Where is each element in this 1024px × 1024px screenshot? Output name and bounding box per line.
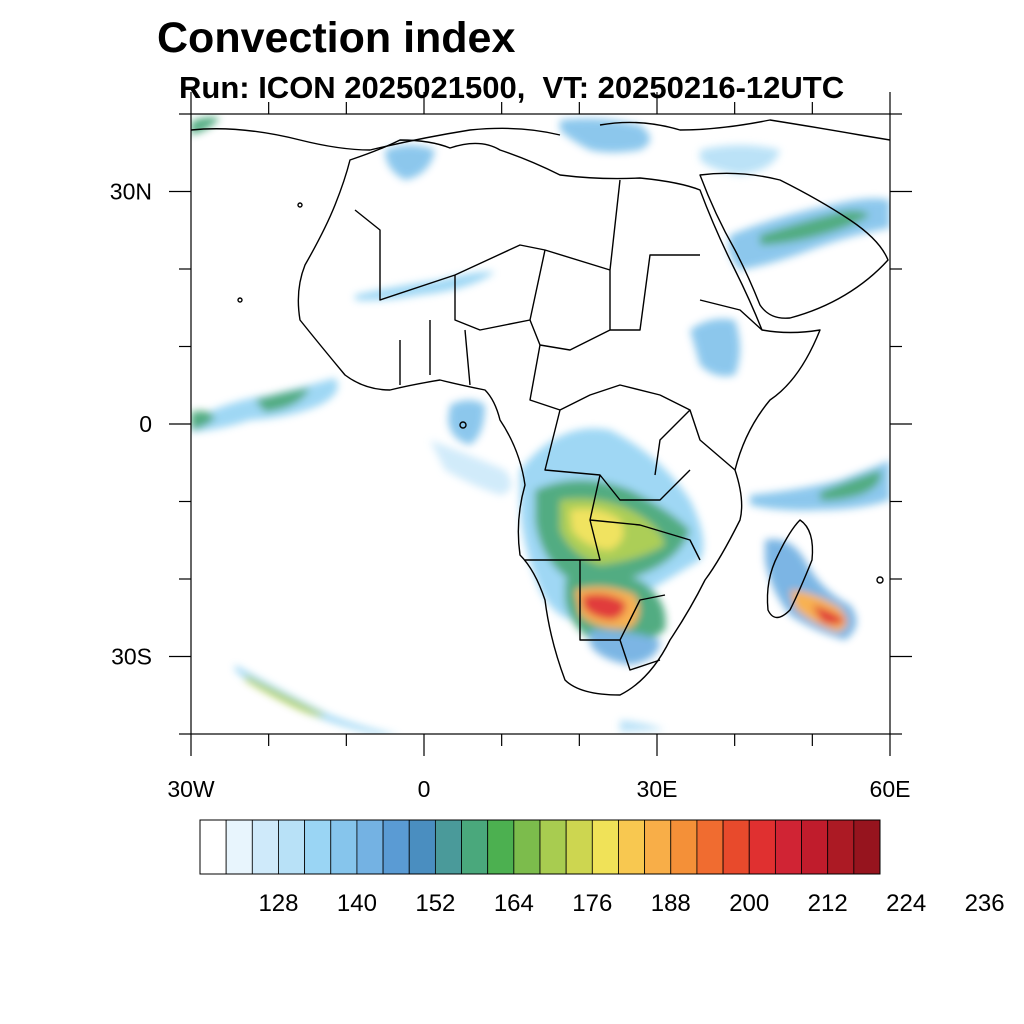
africa-coastline: [297, 139, 821, 696]
axis-labels: 30W 0 30E 60E 30N 0 30S: [110, 179, 911, 803]
colorbar-swatch: [591, 819, 619, 875]
x-tick-label: 0: [418, 776, 431, 802]
chart-title: Convection index: [157, 14, 516, 62]
colorbar-swatch: [513, 819, 541, 875]
y-tick-label: 30S: [111, 644, 152, 670]
country-borders: [354, 179, 763, 671]
colorbar-frame: [199, 819, 881, 875]
colorbar-label: 152: [415, 890, 455, 917]
atlantic-equatorial-core: [191, 388, 310, 430]
colorbar-swatch: [461, 819, 489, 875]
gulf-of-guinea: [448, 400, 485, 445]
colorbar-swatch: [670, 819, 698, 875]
colorbar-swatch: [356, 819, 384, 875]
coastlines: [191, 119, 890, 696]
colorbar-swatch: [539, 819, 567, 875]
x-tick-label: 30E: [637, 776, 678, 802]
colorbar-swatch: [801, 819, 829, 875]
colorbar-swatch: [618, 819, 646, 875]
colorbar-swatch: [487, 819, 515, 875]
colorbar-label: 212: [808, 890, 848, 917]
colorbar-swatch: [774, 819, 802, 875]
ethiopia-highlands: [690, 318, 740, 377]
colorbar-swatch: [748, 819, 776, 875]
colorbar-label: 164: [494, 890, 534, 917]
colorbar-swatch: [199, 819, 227, 875]
madagascar-coastline: [766, 519, 814, 619]
colorbar-label: 176: [572, 890, 612, 917]
colorbar-swatch: [408, 819, 436, 875]
axis-ticks: [169, 92, 912, 756]
colorbar-swatch: [330, 819, 358, 875]
colorbar-swatch: [853, 819, 881, 875]
colorbar-swatch: [644, 819, 672, 875]
mediterranean: [560, 118, 650, 153]
colorbar-label: 188: [651, 890, 691, 917]
x-tick-label: 30W: [167, 776, 215, 802]
colorbar-label: 224: [886, 890, 926, 917]
colorbar-swatch: [722, 819, 750, 875]
colorbar-swatch: [565, 819, 593, 875]
convection-field: [191, 117, 890, 734]
colorbar-swatch: [225, 819, 253, 875]
plot-frame: [190, 113, 891, 735]
colorbar-label: 200: [729, 890, 769, 917]
y-tick-label: 30N: [110, 179, 152, 205]
arabia-coastline: [699, 172, 889, 319]
colorbar-label: 236: [965, 890, 1005, 917]
mozambique-channel-band: [750, 460, 890, 511]
colorbar-swatch: [434, 819, 462, 875]
colorbar-swatch: [304, 819, 332, 875]
y-tick-label: 0: [139, 411, 152, 437]
x-tick-label: 60E: [870, 776, 911, 802]
chart-subtitle: Run: ICON 2025021500, VT: 20250216-12UTC: [179, 70, 845, 105]
colorbar: 128 140 152 164 176 188 200 212 224 236: [199, 819, 1005, 917]
colorbar-label: 140: [337, 890, 377, 917]
sahara-band: [355, 271, 495, 301]
colorbar-swatch: [382, 819, 410, 875]
south-atlantic-band: [235, 665, 395, 734]
colorbar-swatch: [278, 819, 306, 875]
colorbar-swatch: [251, 819, 279, 875]
colorbar-swatch: [696, 819, 724, 875]
colorbar-swatch: [827, 819, 855, 875]
colorbar-label: 128: [258, 890, 298, 917]
